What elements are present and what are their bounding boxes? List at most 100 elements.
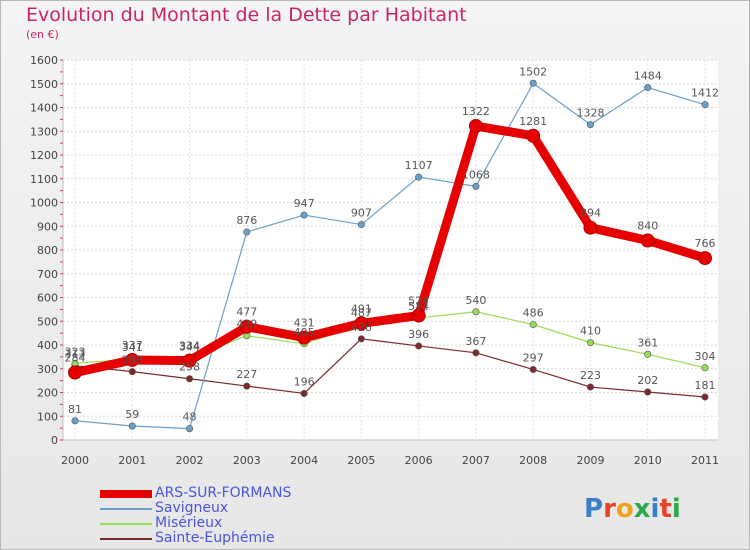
series-line-savigneux bbox=[74, 82, 706, 430]
data-point-sainte-euphemie bbox=[300, 389, 308, 397]
data-label: 439 bbox=[236, 318, 257, 331]
data-label: 514 bbox=[408, 300, 429, 313]
data-point-savigneux bbox=[71, 417, 79, 425]
data-point-miserieux bbox=[644, 350, 652, 358]
data-label: 334 bbox=[179, 340, 200, 353]
data-point-sainte-euphemie bbox=[128, 368, 136, 376]
y-tick-label: 1200 bbox=[30, 149, 58, 162]
x-tick-label: 2005 bbox=[347, 454, 375, 467]
data-point-savigneux bbox=[586, 121, 594, 129]
data-point-ars-sur-formans bbox=[239, 319, 254, 334]
logo-letter: r bbox=[603, 494, 616, 524]
data-label: 258 bbox=[179, 361, 200, 374]
data-point-sainte-euphemie bbox=[243, 382, 251, 390]
data-label: 1322 bbox=[462, 105, 490, 118]
data-label: 223 bbox=[580, 369, 601, 382]
legend-swatch bbox=[100, 538, 152, 540]
data-label: 1281 bbox=[519, 115, 547, 128]
data-label: 202 bbox=[637, 374, 658, 387]
data-label: 431 bbox=[294, 317, 315, 330]
data-point-ars-sur-formans bbox=[583, 220, 598, 235]
data-point-savigneux bbox=[415, 173, 423, 181]
data-point-savigneux bbox=[357, 221, 365, 229]
y-tick-label: 0 bbox=[51, 434, 58, 447]
data-point-ars-sur-formans bbox=[640, 233, 655, 248]
data-label: 304 bbox=[695, 350, 716, 363]
data-label: 227 bbox=[236, 368, 257, 381]
data-label: 313 bbox=[65, 348, 86, 361]
logo-letter: i bbox=[672, 494, 681, 524]
series-line-ars-sur-formans bbox=[70, 121, 710, 378]
data-label: 1484 bbox=[634, 70, 662, 83]
logo-letter: x bbox=[634, 494, 651, 524]
y-tick-label: 600 bbox=[37, 292, 58, 305]
data-label: 524 bbox=[408, 295, 429, 308]
y-tick-label: 1400 bbox=[30, 102, 58, 115]
data-label: 361 bbox=[637, 336, 658, 349]
data-label: 344 bbox=[179, 340, 200, 353]
data-label: 81 bbox=[68, 403, 82, 416]
data-label: 907 bbox=[351, 207, 372, 220]
y-tick-label: 400 bbox=[37, 339, 58, 352]
data-point-miserieux bbox=[586, 339, 594, 347]
x-tick-label: 2011 bbox=[691, 454, 719, 467]
data-label: 1502 bbox=[519, 65, 547, 78]
data-label: 766 bbox=[695, 237, 716, 250]
y-tick-label: 1600 bbox=[30, 54, 58, 67]
data-label: 894 bbox=[580, 207, 601, 220]
legend-swatch bbox=[100, 523, 152, 525]
y-tick-label: 1000 bbox=[30, 197, 58, 210]
data-point-savigneux bbox=[529, 79, 537, 87]
data-label: 840 bbox=[637, 220, 658, 233]
data-point-savigneux bbox=[300, 211, 308, 219]
data-label: 367 bbox=[465, 335, 486, 348]
data-point-sainte-euphemie bbox=[586, 383, 594, 391]
y-tick-label: 700 bbox=[37, 268, 58, 281]
data-point-ars-sur-formans bbox=[125, 352, 140, 367]
x-tick-label: 2006 bbox=[405, 454, 433, 467]
data-label: 540 bbox=[465, 294, 486, 307]
data-label: 410 bbox=[580, 325, 601, 338]
svg-text:Proxiti: Proxiti bbox=[584, 494, 681, 524]
data-point-savigneux bbox=[701, 101, 709, 109]
y-tick-label: 900 bbox=[37, 220, 58, 233]
data-point-miserieux bbox=[472, 308, 480, 316]
data-point-ars-sur-formans bbox=[68, 365, 82, 380]
y-tick-label: 500 bbox=[37, 315, 58, 328]
data-label: 1412 bbox=[691, 87, 719, 100]
y-tick-label: 100 bbox=[37, 410, 58, 423]
data-label: 491 bbox=[351, 302, 372, 315]
legend-label: Misérieux bbox=[155, 515, 223, 531]
data-point-miserieux bbox=[701, 364, 709, 372]
data-point-sainte-euphemie bbox=[186, 375, 194, 383]
logo-letter: i bbox=[651, 494, 660, 524]
y-tick-label: 1300 bbox=[30, 125, 58, 138]
legend-label: Sainte-Euphémie bbox=[155, 530, 275, 546]
legend-swatch bbox=[100, 508, 152, 510]
data-point-ars-sur-formans bbox=[182, 353, 197, 368]
y-tick-label: 1100 bbox=[30, 173, 58, 186]
x-tick-label: 2001 bbox=[118, 454, 146, 467]
x-tick-label: 2003 bbox=[233, 454, 261, 467]
data-label: 337 bbox=[122, 339, 143, 352]
x-tick-label: 2000 bbox=[61, 454, 89, 467]
y-tick-label: 800 bbox=[37, 244, 58, 257]
data-label: 1107 bbox=[405, 159, 433, 172]
data-point-ars-sur-formans bbox=[468, 119, 483, 134]
legend-swatch bbox=[100, 490, 152, 498]
data-point-ars-sur-formans bbox=[297, 330, 312, 345]
data-point-sainte-euphemie bbox=[644, 388, 652, 396]
data-label: 1328 bbox=[576, 107, 604, 120]
data-label: 297 bbox=[523, 351, 544, 364]
data-point-sainte-euphemie bbox=[701, 393, 709, 401]
data-label: 288 bbox=[122, 354, 143, 367]
logo-letter: o bbox=[616, 494, 634, 524]
data-label: 486 bbox=[523, 307, 544, 320]
data-label: 48 bbox=[183, 411, 197, 424]
data-point-ars-sur-formans bbox=[698, 251, 712, 266]
data-label: 947 bbox=[294, 197, 315, 210]
y-tick-label: 300 bbox=[37, 363, 58, 376]
data-label: 405 bbox=[294, 326, 315, 339]
data-label: 59 bbox=[125, 408, 139, 421]
data-label: 196 bbox=[294, 375, 315, 388]
